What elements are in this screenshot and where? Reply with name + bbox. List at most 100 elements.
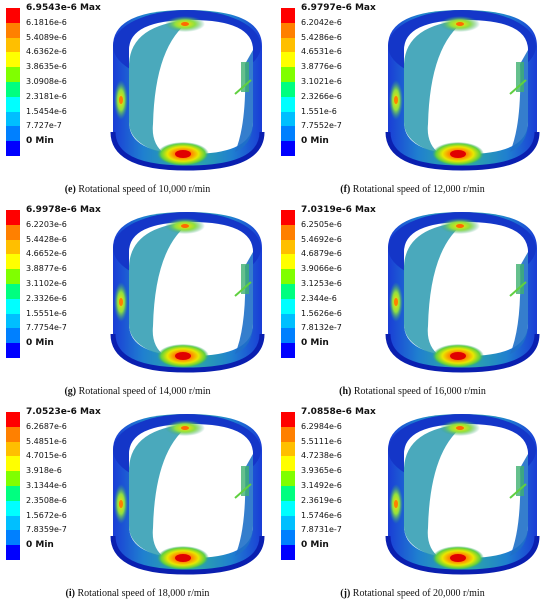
legend-swatch (281, 328, 295, 344)
caption-letter: (j) (340, 588, 351, 599)
legend-swatch (281, 486, 295, 501)
legend-min-label: 0 Min (26, 136, 54, 147)
caption-text: Rotational speed of 16,000 r/min (351, 386, 486, 397)
contour-panel: 7.0858e-6 Max 6.2984e-6 5.5111e-6 4.7238e-6… (275, 404, 550, 604)
legend-tick-label: 3.0908e-6 (26, 77, 67, 86)
legend-tick-label: 3.8877e-6 (26, 264, 67, 274)
legend-swatch (281, 545, 295, 560)
caption-letter: (f) (340, 184, 351, 195)
legend-tick-label: 3.1021e-6 (301, 77, 342, 86)
panel-caption: (i) Rotational speed of 18,000 r/min (0, 588, 275, 599)
bearing-ring-contour (110, 10, 265, 171)
legend-min-label: 0 Min (26, 540, 54, 551)
legend-swatch (281, 298, 295, 314)
caption-letter: (h) (339, 386, 352, 397)
legend-swatch (281, 239, 295, 255)
caption-text: Rotational speed of 14,000 r/min (76, 386, 211, 397)
contour-panel: 6.9797e-6 Max 6.2042e-6 5.4286e-6 4.6531e-6… (275, 0, 550, 200)
legend-swatch (281, 67, 295, 82)
legend-swatch (281, 96, 295, 112)
legend-swatch (281, 126, 295, 142)
legend-swatch (281, 254, 295, 270)
legend-swatch (6, 328, 20, 344)
legend-swatch (6, 8, 20, 23)
legend-tick-label: 4.6652e-6 (26, 249, 67, 259)
legend-swatch (6, 530, 20, 546)
legend-swatch (281, 269, 295, 284)
legend-tick-label: 3.1253e-6 (301, 279, 342, 288)
bearing-ring-contour (385, 414, 540, 575)
legend-tick-label: 7.7754e-7 (26, 323, 67, 333)
caption-letter: (i) (65, 588, 75, 599)
legend-tick-label: 4.6362e-6 (26, 47, 67, 57)
legend-tick-label: 2.3181e-6 (26, 91, 67, 101)
legend-swatch (281, 441, 295, 457)
legend-tick-label: 6.2984e-6 (301, 421, 342, 431)
contour-panel: 7.0523e-6 Max 6.2687e-6 5.4851e-6 4.7015e-6… (0, 404, 275, 604)
legend-swatch (6, 412, 20, 427)
legend-min-label: 0 Min (301, 540, 329, 551)
legend-tick-label: 3.9365e-6 (301, 466, 342, 476)
legend-swatch (6, 22, 20, 38)
legend-swatch (6, 456, 20, 472)
legend-swatch (281, 141, 295, 156)
legend-tick-label: 3.1492e-6 (301, 481, 342, 490)
bearing-ring-contour (110, 414, 265, 575)
legend-swatch (281, 22, 295, 38)
legend-swatch (6, 269, 20, 284)
bearing-ring-contour (110, 212, 265, 373)
legend-swatch (6, 471, 20, 486)
panel-caption: (j) Rotational speed of 20,000 r/min (275, 588, 550, 599)
bearing-ring-contour (385, 212, 540, 373)
legend-swatch (6, 239, 20, 255)
contour-panel: 6.9543e-6 Max 6.1816e-6 5.4089e-6 4.6362e-6… (0, 0, 275, 200)
legend-swatch (281, 313, 295, 329)
legend-swatch (6, 141, 20, 156)
legend-swatch (281, 530, 295, 546)
legend-max-label: 6.9978e-6 Max (26, 205, 101, 215)
legend-swatch (6, 343, 20, 358)
legend-max-label: 7.0858e-6 Max (301, 407, 376, 417)
legend-tick-label: 4.6531e-6 (301, 47, 342, 57)
legend-swatch (281, 111, 295, 127)
caption-text: Rotational speed of 20,000 r/min (350, 588, 485, 599)
legend-tick-label: 1.551e-6 (301, 106, 337, 116)
legend-tick-label: 6.2687e-6 (26, 421, 67, 431)
legend-swatch (281, 515, 295, 531)
legend-swatch (6, 486, 20, 501)
legend-max-label: 6.9797e-6 Max (301, 3, 376, 13)
legend-tick-label: 1.5626e-6 (301, 308, 342, 318)
legend-swatch (6, 254, 20, 270)
legend-tick-label: 6.2505e-6 (301, 219, 342, 229)
legend-swatch (6, 210, 20, 225)
legend-tick-label: 3.1344e-6 (26, 481, 67, 490)
legend-swatch (281, 37, 295, 53)
legend-tick-label: 6.2042e-6 (301, 17, 342, 27)
legend-swatch (281, 8, 295, 23)
bearing-ring-contour (385, 10, 540, 171)
legend-tick-label: 4.7238e-6 (301, 451, 342, 461)
legend-tick-label: 5.4089e-6 (26, 32, 67, 42)
legend-swatch (281, 426, 295, 442)
legend-tick-label: 2.3266e-6 (301, 91, 342, 101)
legend-swatch (281, 210, 295, 225)
legend-tick-label: 1.5672e-6 (26, 510, 67, 520)
legend-swatch (281, 224, 295, 240)
legend-tick-label: 7.727e-7 (26, 121, 62, 131)
panel-caption: (h) Rotational speed of 16,000 r/min (275, 386, 550, 397)
legend-tick-label: 1.5454e-6 (26, 106, 67, 116)
legend-swatch (6, 111, 20, 127)
legend-swatch (6, 96, 20, 112)
legend-swatch (6, 82, 20, 97)
legend-swatch (6, 500, 20, 516)
legend-tick-label: 3.1102e-6 (26, 279, 67, 288)
legend-tick-label: 7.8731e-7 (301, 525, 342, 535)
legend-tick-label: 5.4851e-6 (26, 436, 67, 446)
legend-swatch (281, 284, 295, 299)
legend-swatch (281, 343, 295, 358)
legend-tick-label: 3.8776e-6 (301, 62, 342, 72)
legend-swatch (281, 52, 295, 68)
legend-max-label: 6.9543e-6 Max (26, 3, 101, 13)
legend-tick-label: 5.4428e-6 (26, 234, 67, 244)
legend-swatch (6, 52, 20, 68)
